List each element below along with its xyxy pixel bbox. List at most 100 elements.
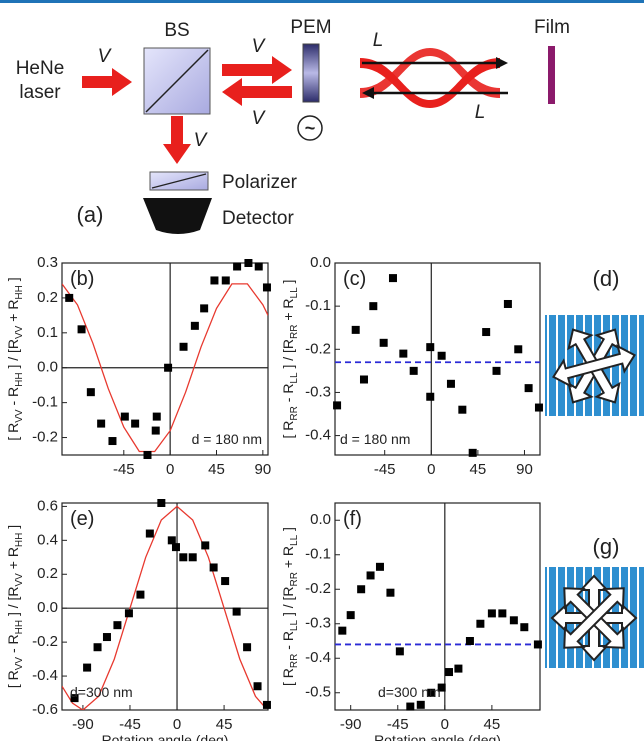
x-tick-label: 0 xyxy=(173,716,181,733)
arrow xyxy=(163,116,191,164)
plot-frame xyxy=(62,503,268,710)
pem xyxy=(303,44,319,102)
y-tick-label: 0.2 xyxy=(37,565,58,582)
data-point xyxy=(380,339,388,347)
data-point xyxy=(97,420,105,428)
x-tick-label: 45 xyxy=(470,461,487,478)
annotation: d = 180 nm xyxy=(340,431,410,447)
data-point xyxy=(504,300,512,308)
x-tick-label: 90 xyxy=(255,461,272,478)
data-point xyxy=(136,591,144,599)
y-tick-label: 0.0 xyxy=(37,359,58,376)
beam-label: V xyxy=(252,36,267,57)
data-point xyxy=(466,637,474,645)
beam-label: L xyxy=(475,102,486,123)
y-axis-label-part: [ R xyxy=(280,421,296,439)
data-point xyxy=(180,343,188,351)
annotation: d=300 nm xyxy=(70,684,133,700)
data-point xyxy=(87,388,95,396)
y-tick-label: 0.1 xyxy=(37,324,58,341)
x-axis-label: Rotation angle (deg) xyxy=(102,732,229,741)
y-tick-label: -0.4 xyxy=(305,427,331,444)
y-axis-label-part: ] xyxy=(5,277,21,285)
data-point xyxy=(367,571,375,579)
data-point xyxy=(221,577,229,585)
data-point xyxy=(535,404,543,412)
y-axis-label-part: VV xyxy=(14,325,25,339)
y-axis-label: [ RVV - RHH ] / [RVV + RHH ] xyxy=(5,525,25,688)
beam-label: V xyxy=(252,108,267,129)
data-point xyxy=(78,325,86,333)
data-point xyxy=(255,262,263,270)
data-point xyxy=(458,406,466,414)
y-tick-label: -0.2 xyxy=(305,340,331,357)
y-axis-label-part: LL xyxy=(289,619,300,631)
data-point xyxy=(482,328,490,336)
data-point xyxy=(525,384,533,392)
data-point xyxy=(488,609,496,617)
y-axis-label-part: LL xyxy=(289,534,300,546)
pem-label: PEM xyxy=(290,17,331,38)
data-point xyxy=(510,616,518,624)
data-point xyxy=(153,413,161,421)
y-tick-label: 0.4 xyxy=(37,531,58,548)
data-point xyxy=(125,609,133,617)
y-axis-label-part: VV xyxy=(14,409,25,423)
y-axis-label-part: LL xyxy=(289,287,300,299)
y-tick-label: -0.2 xyxy=(32,633,58,650)
data-point xyxy=(179,553,187,561)
y-tick-label: 0.6 xyxy=(37,497,58,514)
figure: HeNe laser V BS V V PEM ~ L L Film V Pol… xyxy=(0,0,644,741)
data-point xyxy=(389,274,397,282)
x-tick-label: 45 xyxy=(216,716,233,733)
data-point xyxy=(263,283,271,291)
y-tick-label: -0.1 xyxy=(305,297,331,314)
data-point xyxy=(103,633,111,641)
y-tick-label: -0.4 xyxy=(32,667,58,684)
y-axis-label-part: ] xyxy=(280,280,296,288)
data-point xyxy=(65,294,73,302)
panel-label: (b) xyxy=(70,268,94,290)
y-axis-label-part: ] xyxy=(5,525,21,533)
image-d: (d) xyxy=(545,266,644,416)
data-point xyxy=(360,375,368,383)
y-axis-label-part: + R xyxy=(280,298,296,324)
y-tick-label: -0.2 xyxy=(305,580,331,597)
x-tick-label: 0 xyxy=(427,461,435,478)
x-tick-label: 45 xyxy=(484,716,501,733)
x-tick-label: -45 xyxy=(113,461,135,478)
data-point xyxy=(191,322,199,330)
arrow xyxy=(82,68,132,96)
data-point xyxy=(210,563,218,571)
y-axis-label-part: ] xyxy=(280,527,296,535)
data-point xyxy=(514,345,522,353)
y-tick-label: -0.3 xyxy=(305,615,331,632)
data-point xyxy=(399,350,407,358)
data-point xyxy=(376,563,384,571)
data-point xyxy=(520,623,528,631)
y-tick-label: -0.3 xyxy=(305,383,331,400)
data-point xyxy=(426,343,434,351)
y-axis-label-part: + R xyxy=(280,546,296,572)
y-tick-label: 0.0 xyxy=(310,254,331,271)
y-axis-label-part: HH xyxy=(14,620,25,634)
data-point xyxy=(263,701,271,709)
y-axis-label-part: HH xyxy=(14,372,25,386)
data-point xyxy=(233,262,241,270)
chart: -0.5-0.4-0.3-0.2-0.10.0-90-45045(f)d=300… xyxy=(280,503,542,741)
y-tick-label: 0.0 xyxy=(310,511,331,528)
panel-label: (f) xyxy=(343,508,362,530)
y-axis-label-part: + R xyxy=(5,547,21,573)
data-point xyxy=(200,304,208,312)
data-point xyxy=(143,451,151,459)
data-point xyxy=(352,326,360,334)
beam-label: L xyxy=(373,30,384,51)
data-point xyxy=(347,611,355,619)
y-axis-label-part: [ R xyxy=(280,668,296,686)
data-point xyxy=(476,620,484,628)
data-point xyxy=(244,259,252,267)
data-point xyxy=(210,276,218,284)
data-point xyxy=(121,413,129,421)
data-point xyxy=(222,276,230,284)
